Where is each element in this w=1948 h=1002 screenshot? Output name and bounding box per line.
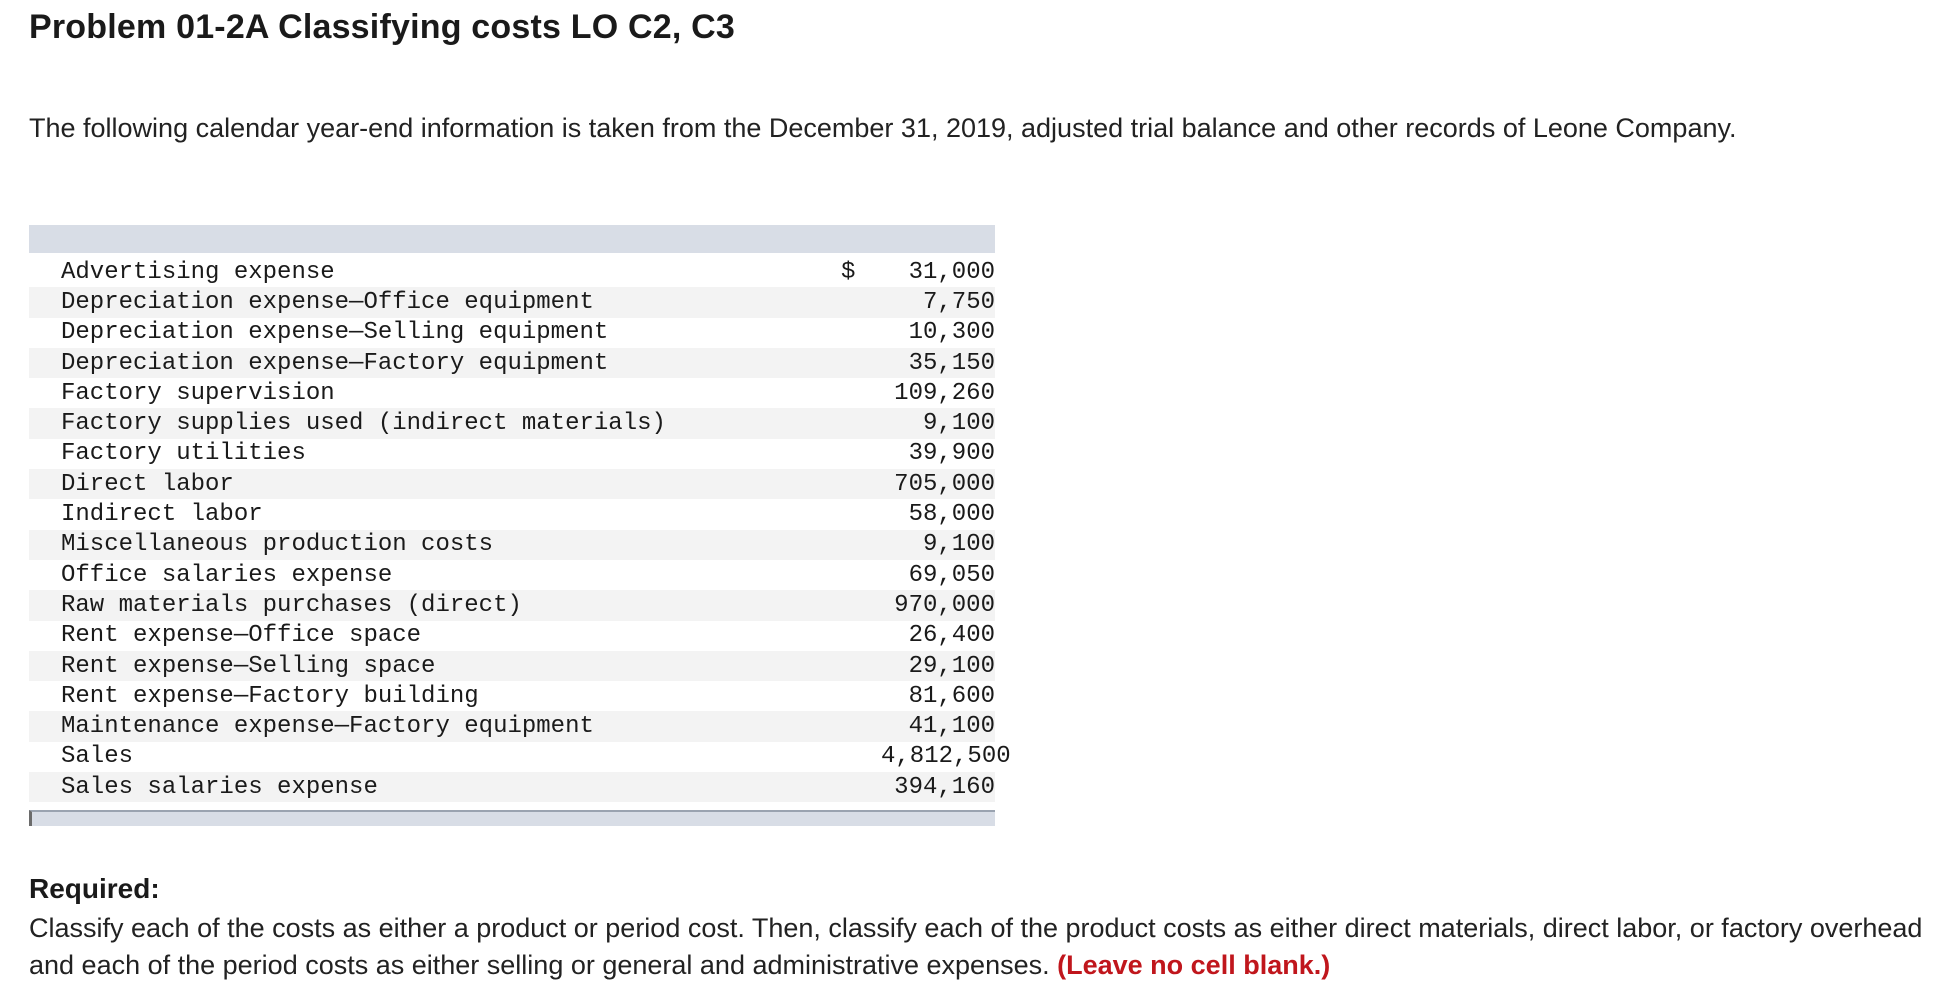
row-label: Sales salaries expense (61, 773, 378, 801)
problem-intro: The following calendar year-end informat… (29, 113, 1737, 143)
table-row: Depreciation expense—Factory equipment 35… (29, 347, 995, 379)
page-title: Problem 01-2A Classifying costs LO C2, C… (29, 8, 736, 46)
row-amount: 9,100 (922, 531, 995, 559)
row-amount: 4,812,500 (881, 743, 1011, 771)
table-row: Advertising expense $31,000 (29, 257, 995, 287)
row-amount: 7,750 (922, 288, 995, 316)
table-row: Rent expense—Selling space 29,100 (29, 650, 995, 682)
table-row: Depreciation expense—Selling equipment 10… (29, 318, 995, 348)
table-row: Maintenance expense—Factory equipment 41,… (29, 711, 995, 742)
required-text: Classify each of the costs as either a p… (29, 913, 1923, 980)
row-amount: 58,000 (908, 501, 995, 529)
row-label: Raw materials purchases (direct) (61, 591, 522, 619)
row-label: Rent expense—Office space (61, 622, 422, 650)
row-label: Rent expense—Factory building (61, 682, 479, 710)
row-amount: 109,260 (894, 379, 995, 407)
table-header-band (29, 225, 995, 253)
table-row: Factory supplies used (indirect material… (29, 408, 995, 439)
row-amount: 705,000 (894, 470, 995, 498)
cost-data-table: Advertising expense $31,000 Depreciation e… (29, 225, 1011, 827)
row-label: Maintenance expense—Factory equipment (61, 713, 594, 741)
table-row: Factory supervision 109,260 (29, 378, 995, 408)
table-row: Miscellaneous production costs 9,100 (29, 529, 995, 560)
table-row: Raw materials purchases (direct) 970,000 (29, 590, 995, 621)
row-amount: 10,300 (908, 319, 995, 347)
row-label: Indirect labor (61, 501, 263, 529)
row-amount: 39,900 (908, 440, 995, 468)
row-amount: 394,160 (894, 773, 995, 801)
row-amount: 26,400 (908, 622, 995, 650)
table-row: Depreciation expense—Office equipment 7,7… (29, 287, 995, 318)
currency-symbol: $ (841, 258, 856, 286)
row-amount: 31,000 (908, 258, 995, 286)
required-heading: Required: (29, 873, 160, 904)
row-label: Direct labor (61, 470, 234, 498)
table-row: Rent expense—Factory building 81,600 (29, 681, 995, 711)
row-label: Depreciation expense—Factory equipment (61, 349, 609, 377)
table-row: Sales salaries expense 394,160 (29, 772, 995, 803)
row-label: Sales (61, 743, 134, 771)
table-row: Factory utilities 39,900 (29, 439, 995, 469)
row-label: Depreciation expense—Selling equipment (61, 319, 609, 347)
table-row: Indirect labor 58,000 (29, 499, 995, 529)
row-amount: 69,050 (908, 561, 995, 589)
row-label: Factory supervision (61, 379, 335, 407)
row-amount: 970,000 (894, 591, 995, 619)
row-label: Advertising expense (61, 258, 335, 286)
row-label: Factory utilities (61, 440, 306, 468)
leave-no-cell-blank-note: (Leave no cell blank.) (1057, 950, 1331, 980)
row-amount: 41,100 (908, 713, 995, 741)
row-label: Miscellaneous production costs (61, 531, 494, 559)
row-label: Rent expense—Selling space (61, 652, 436, 680)
row-amount: 9,100 (922, 410, 995, 438)
table-row: Rent expense—Office space 26,400 (29, 621, 995, 651)
row-label: Factory supplies used (indirect material… (61, 410, 666, 438)
row-amount: 81,600 (908, 682, 995, 710)
row-label: Office salaries expense (61, 561, 393, 589)
required-instructions: Classify each of the costs as either a p… (29, 910, 1929, 984)
row-amount: 35,150 (908, 349, 995, 377)
table-footer-band (29, 810, 995, 827)
table-body: Advertising expense $31,000 Depreciation e… (29, 253, 1011, 810)
table-row: Office salaries expense 69,050 (29, 560, 995, 590)
table-row: Sales 4,812,500 (29, 742, 1011, 772)
row-label: Depreciation expense—Office equipment (61, 288, 594, 316)
table-row: Direct labor 705,000 (29, 469, 995, 500)
row-amount: 29,100 (908, 652, 995, 680)
